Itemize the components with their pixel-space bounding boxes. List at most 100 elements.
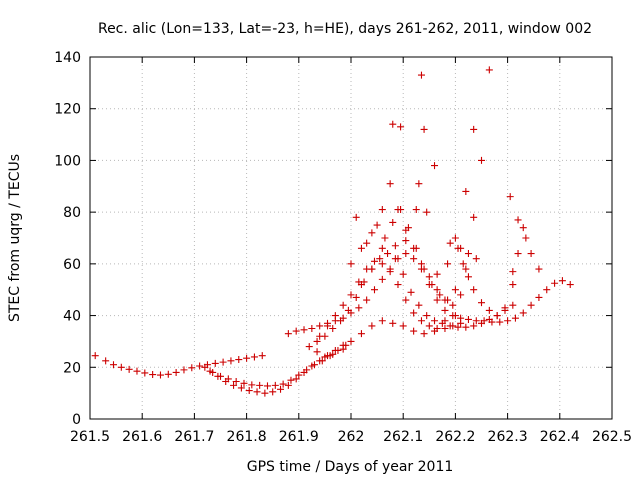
data-point bbox=[253, 388, 261, 396]
data-point bbox=[347, 291, 355, 299]
data-point bbox=[324, 322, 332, 330]
data-point bbox=[201, 363, 209, 371]
data-point bbox=[368, 322, 376, 330]
x-axis-label: GPS time / Days of year 2011 bbox=[247, 459, 454, 475]
data-point bbox=[172, 368, 180, 376]
x-tick-label: 261.8 bbox=[227, 429, 267, 445]
data-point bbox=[363, 239, 371, 247]
data-point bbox=[352, 213, 360, 221]
data-point bbox=[496, 318, 504, 326]
data-point bbox=[245, 387, 253, 395]
y-axis-label: STEC from uqrg / TECUs bbox=[7, 154, 23, 322]
data-points bbox=[91, 66, 574, 397]
data-point bbox=[527, 301, 535, 309]
data-point bbox=[527, 250, 535, 258]
data-point bbox=[248, 381, 256, 389]
data-point bbox=[295, 371, 303, 379]
data-point bbox=[402, 237, 410, 245]
data-point bbox=[386, 180, 394, 188]
data-point bbox=[433, 286, 441, 294]
data-point bbox=[373, 221, 381, 229]
data-point bbox=[240, 379, 248, 387]
data-point bbox=[566, 281, 574, 289]
data-point bbox=[141, 369, 149, 377]
axis-ticks bbox=[89, 56, 613, 420]
data-point bbox=[423, 208, 431, 216]
data-point bbox=[506, 193, 514, 201]
data-point bbox=[149, 371, 157, 379]
data-point bbox=[485, 66, 493, 74]
data-point bbox=[514, 250, 522, 258]
x-tick-label: 261.5 bbox=[70, 429, 110, 445]
data-point bbox=[454, 244, 462, 252]
data-point bbox=[211, 359, 219, 367]
data-point bbox=[102, 357, 110, 365]
data-point bbox=[451, 312, 459, 320]
data-point bbox=[313, 337, 321, 345]
data-point bbox=[91, 352, 99, 360]
y-tick-label: 20 bbox=[63, 360, 81, 376]
x-tick-label: 261.7 bbox=[174, 429, 214, 445]
data-point bbox=[232, 378, 240, 386]
data-point bbox=[284, 381, 292, 389]
data-point bbox=[308, 325, 316, 332]
data-point bbox=[519, 224, 527, 232]
data-point bbox=[389, 319, 397, 327]
data-point bbox=[313, 348, 321, 356]
y-tick-label: 80 bbox=[63, 205, 81, 221]
data-point bbox=[464, 315, 472, 323]
data-point bbox=[441, 325, 449, 332]
data-point bbox=[386, 268, 394, 276]
data-point bbox=[451, 234, 459, 242]
data-point bbox=[431, 162, 439, 170]
data-point bbox=[164, 370, 172, 378]
data-point bbox=[444, 260, 452, 268]
y-tick-label: 100 bbox=[54, 153, 81, 169]
data-point bbox=[423, 312, 431, 320]
data-point bbox=[501, 304, 509, 312]
data-point bbox=[271, 381, 279, 389]
x-tick-label: 262.1 bbox=[383, 429, 423, 445]
data-point bbox=[381, 234, 389, 242]
data-point bbox=[551, 279, 559, 287]
data-point bbox=[368, 229, 376, 237]
data-point bbox=[308, 362, 316, 370]
data-point bbox=[454, 323, 462, 331]
data-point bbox=[420, 330, 428, 338]
data-point bbox=[493, 312, 501, 320]
x-tick-label: 262.3 bbox=[488, 429, 528, 445]
data-point bbox=[384, 250, 392, 258]
data-point bbox=[509, 301, 517, 309]
data-point bbox=[363, 296, 371, 304]
data-point bbox=[457, 319, 465, 327]
data-point bbox=[316, 322, 324, 330]
data-point bbox=[355, 304, 363, 312]
data-point bbox=[287, 376, 295, 384]
data-point bbox=[511, 314, 519, 322]
y-tick-labels: 0 20 40 60 80 100 120 140 bbox=[54, 50, 81, 428]
data-point bbox=[446, 239, 454, 247]
data-point bbox=[196, 362, 204, 370]
data-point bbox=[417, 260, 425, 268]
data-point bbox=[420, 125, 428, 133]
data-point bbox=[277, 385, 285, 393]
data-point bbox=[300, 368, 308, 376]
y-tick-label: 40 bbox=[63, 309, 81, 325]
data-point bbox=[470, 322, 478, 330]
data-point bbox=[470, 213, 478, 221]
data-point bbox=[109, 361, 117, 369]
data-point bbox=[514, 216, 522, 224]
data-point bbox=[415, 180, 423, 188]
data-point bbox=[462, 187, 470, 195]
data-point bbox=[431, 317, 439, 325]
data-point bbox=[470, 125, 478, 133]
data-point bbox=[420, 265, 428, 273]
data-point bbox=[214, 372, 222, 380]
data-point bbox=[397, 206, 405, 214]
data-point bbox=[433, 270, 441, 278]
y-tick-label: 120 bbox=[54, 102, 81, 118]
data-point bbox=[519, 309, 527, 317]
x-tick-labels: 261.5 261.6 261.7 261.8 261.9 262 262.1 262.2 26… bbox=[70, 429, 632, 445]
data-point bbox=[558, 277, 566, 285]
data-point bbox=[485, 315, 493, 323]
